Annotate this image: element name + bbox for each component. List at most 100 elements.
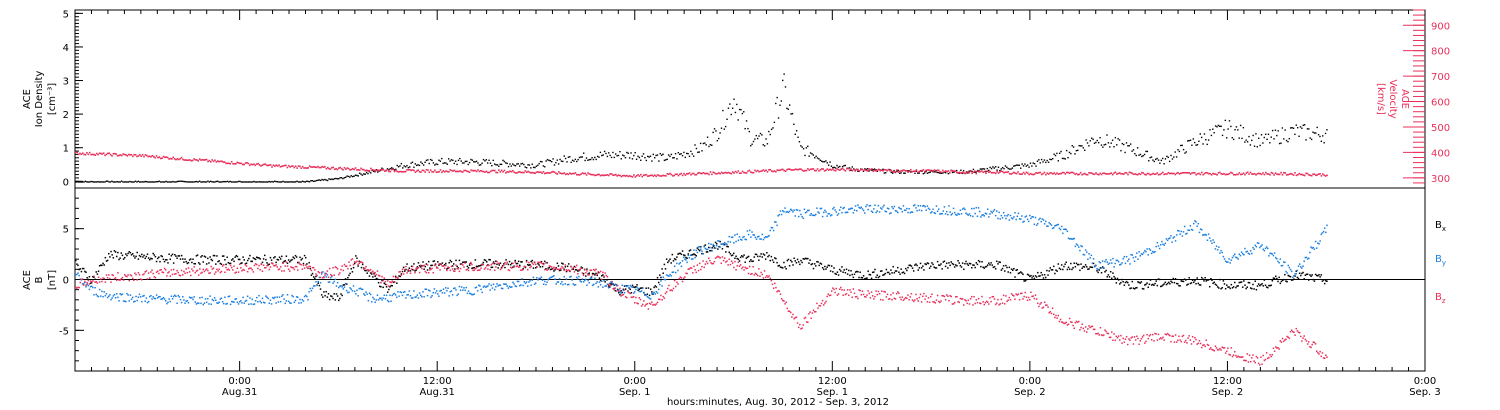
bx-point [507, 263, 510, 266]
velocity-point [354, 167, 357, 169]
bx-point [1019, 271, 1022, 273]
by-point [1138, 251, 1140, 253]
by-point [400, 291, 403, 294]
by-point [674, 271, 677, 274]
velocity-point [993, 171, 996, 174]
density-point [287, 181, 290, 183]
bx-point [193, 262, 195, 265]
by-point [415, 296, 417, 298]
bz-point [169, 275, 171, 277]
density-point [1303, 124, 1306, 126]
velocity-point [147, 155, 149, 158]
density-point [904, 172, 906, 174]
bz-point [396, 276, 398, 279]
velocity-point [1109, 172, 1111, 175]
density-point [967, 172, 969, 174]
by-point [98, 288, 101, 291]
by-point [697, 246, 700, 248]
velocity-point [655, 175, 657, 178]
bz-point [315, 273, 317, 275]
bz-point [882, 299, 884, 301]
bx-point [999, 261, 1001, 264]
bz-point [762, 277, 765, 279]
bz-point [311, 266, 314, 269]
velocity-point [1205, 171, 1207, 174]
by-point [1294, 273, 1296, 275]
by-point [1119, 263, 1121, 266]
by-point [1131, 254, 1134, 256]
density-point [935, 170, 937, 172]
by-point [862, 209, 865, 212]
density-point [585, 157, 588, 159]
velocity-point [386, 168, 389, 171]
density-point [395, 168, 397, 171]
density-point [307, 180, 309, 183]
velocity-point [890, 169, 893, 172]
bx-point [941, 268, 943, 270]
density-point [1313, 132, 1316, 134]
by-point [503, 283, 505, 285]
bz-point [304, 264, 307, 266]
density-point [709, 143, 712, 146]
bx-point [263, 254, 266, 257]
by-point [238, 300, 241, 303]
bx-point [585, 275, 587, 277]
density-point [326, 179, 329, 182]
velocity-point [1082, 173, 1085, 175]
bz-point [363, 268, 365, 270]
bz-point [752, 265, 754, 268]
bx-point [189, 258, 192, 260]
by-point [205, 301, 208, 304]
velocity-point [1199, 173, 1202, 176]
density-point [482, 158, 485, 161]
bz-point [945, 294, 948, 296]
density-point [848, 167, 851, 169]
bx-point [290, 259, 292, 262]
velocity-point [670, 173, 673, 176]
density-point [292, 181, 294, 183]
by-point [129, 294, 132, 296]
by-point [236, 301, 239, 304]
by-point [980, 216, 982, 218]
by-point [624, 285, 627, 287]
velocity-point [822, 168, 824, 170]
density-point [428, 162, 430, 165]
velocity-point [692, 172, 695, 175]
bx-point [1092, 262, 1095, 265]
bx-point [545, 268, 547, 270]
velocity-point [116, 154, 119, 157]
velocity-point [786, 168, 788, 171]
bz-point [155, 271, 158, 273]
bx-point [830, 265, 833, 267]
by-point [948, 205, 950, 207]
bx-point [911, 267, 914, 269]
density-point [456, 163, 458, 166]
density-point [576, 160, 578, 163]
velocity-point [361, 168, 364, 171]
by-point [842, 207, 844, 210]
by-point [380, 297, 382, 299]
density-point [537, 164, 539, 167]
velocity-point [1136, 173, 1139, 176]
density-point [84, 180, 87, 183]
by-point [1293, 274, 1295, 277]
velocity-point [825, 169, 827, 172]
bx-point [171, 253, 174, 256]
b-tick-label: 5 [63, 225, 69, 236]
density-point [1310, 138, 1313, 141]
by-point [78, 274, 80, 277]
bx-point [415, 269, 417, 271]
velocity-point [962, 172, 965, 174]
by-point [729, 241, 732, 243]
density-point [300, 181, 302, 183]
velocity-point [1078, 173, 1081, 176]
by-point [916, 209, 918, 212]
velocity-point [1294, 172, 1296, 174]
bz-point [462, 264, 464, 266]
bz-point [374, 271, 376, 274]
by-point [353, 290, 356, 293]
bz-point [563, 269, 565, 272]
density-point [150, 181, 152, 183]
bz-point [928, 301, 931, 304]
density-point [541, 161, 543, 163]
